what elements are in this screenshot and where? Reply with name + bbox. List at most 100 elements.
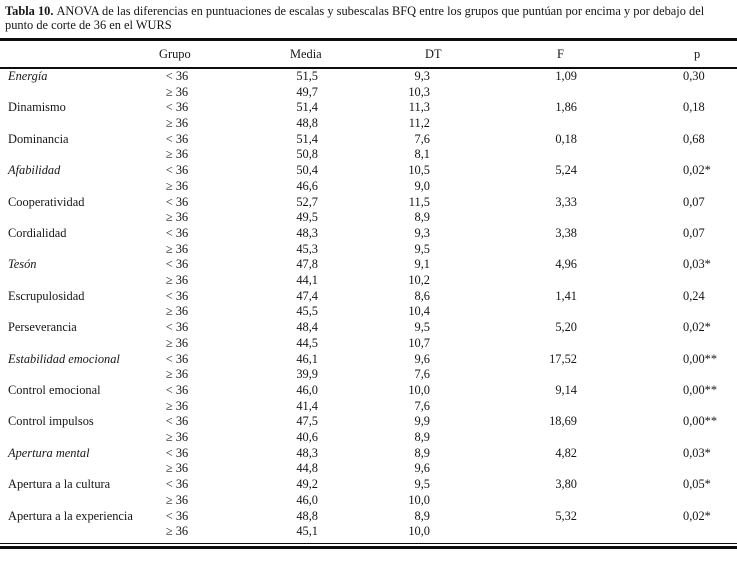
cell-dt: 9,3 <box>414 225 431 240</box>
cell-dt: 7,6 <box>414 367 431 382</box>
cell-dt: 11,5 <box>408 194 430 209</box>
table-row: Escrupulosidad < 36 47,4 8,6 1,41 0,24 <box>0 289 737 305</box>
cell-p: 0,03* <box>683 445 711 460</box>
cell-grupo: ≥ 36 <box>165 147 189 162</box>
cell-scale-label <box>0 85 139 101</box>
cell-f: 5,24 <box>555 163 577 178</box>
table-row: Tesón < 36 47,8 9,1 4,96 0,03* <box>0 257 737 273</box>
cell-media: 48,4 <box>296 320 318 335</box>
cell-scale-label: Control impulsos <box>8 414 94 429</box>
cell-f <box>463 461 659 477</box>
cell-p: 0,02* <box>683 163 711 178</box>
cell-dt: 10,2 <box>408 273 430 288</box>
cell-grupo: < 36 <box>165 477 189 492</box>
cell-media: 48,3 <box>296 225 318 240</box>
table-row: Control emocional < 36 46,0 10,0 9,14 0,00** <box>0 383 737 399</box>
cell-scale-label: Apertura a la experiencia <box>8 508 133 523</box>
cell-f <box>463 430 659 446</box>
column-header-media: Media <box>215 39 401 69</box>
cell-p: 0,00** <box>683 382 718 397</box>
cell-grupo: ≥ 36 <box>165 84 189 99</box>
cell-grupo: < 36 <box>165 320 189 335</box>
cell-scale-label: Estabilidad emocional <box>8 351 120 366</box>
cell-f: 9,14 <box>555 382 577 397</box>
cell-p: 0,18 <box>683 100 705 115</box>
cell-grupo: < 36 <box>165 68 189 83</box>
cell-p <box>659 304 737 320</box>
table-row: ≥ 36 44,1 10,2 <box>0 273 737 289</box>
cell-p: 0,68 <box>683 131 705 146</box>
cell-grupo: ≥ 36 <box>165 398 189 413</box>
cell-scale-label: Apertura a la cultura <box>8 477 111 492</box>
table-row: ≥ 36 46,0 10,0 <box>0 493 737 509</box>
cell-f: 1,86 <box>555 100 577 115</box>
cell-grupo: < 36 <box>165 382 189 397</box>
cell-scale-label: Cordialidad <box>8 225 67 240</box>
cell-f <box>463 242 659 258</box>
cell-f: 1,41 <box>555 288 577 303</box>
cell-scale-label <box>0 242 139 258</box>
cell-grupo: ≥ 36 <box>165 178 189 193</box>
cell-f <box>463 147 659 163</box>
table-row: ≥ 36 46,6 9,0 <box>0 179 737 195</box>
cell-dt: 10,0 <box>408 492 430 507</box>
cell-dt: 8,9 <box>414 210 431 225</box>
cell-scale-label: Escrupulosidad <box>8 288 85 303</box>
column-header-f: F <box>463 39 659 69</box>
cell-grupo: < 36 <box>165 351 189 366</box>
cell-media: 49,5 <box>296 210 318 225</box>
cell-media: 46,6 <box>296 178 318 193</box>
cell-f: 4,96 <box>555 257 577 272</box>
cell-p <box>659 179 737 195</box>
table-caption-text: ANOVA de las diferencias en puntuaciones… <box>5 4 705 32</box>
cell-dt: 11,2 <box>408 116 430 131</box>
cell-f <box>463 336 659 352</box>
cell-p: 0,07 <box>683 194 705 209</box>
cell-f <box>463 493 659 509</box>
cell-scale-label: Apertura mental <box>8 445 90 460</box>
cell-p: 0,02* <box>683 320 711 335</box>
column-header-label <box>0 39 139 69</box>
table-row: Cordialidad < 36 48,3 9,3 3,38 0,07 <box>0 226 737 242</box>
table-caption-number: Tabla 10. <box>5 4 54 18</box>
table-row: ≥ 36 45,5 10,4 <box>0 304 737 320</box>
table-body: Energía < 36 51,5 9,3 1,09 0,30 ≥ 36 49,7 10,3 Di… <box>0 68 737 540</box>
table-row: ≥ 36 48,8 11,2 <box>0 116 737 132</box>
cell-media: 50,4 <box>296 163 318 178</box>
cell-p <box>659 273 737 289</box>
table-row: Estabilidad emocional < 36 46,1 9,6 17,52 0,0… <box>0 352 737 368</box>
cell-media: 39,9 <box>296 367 318 382</box>
cell-p <box>659 367 737 383</box>
cell-dt: 7,6 <box>414 398 431 413</box>
cell-dt: 9,6 <box>414 461 431 476</box>
cell-scale-label: Tesón <box>8 257 37 272</box>
cell-scale-label <box>0 399 139 415</box>
cell-scale-label <box>0 493 139 509</box>
table-row: ≥ 36 44,5 10,7 <box>0 336 737 352</box>
cell-grupo: < 36 <box>165 225 189 240</box>
table-row: ≥ 36 44,8 9,6 <box>0 461 737 477</box>
cell-grupo: < 36 <box>165 163 189 178</box>
cell-dt: 9,1 <box>414 257 431 272</box>
table-row: ≥ 36 50,8 8,1 <box>0 147 737 163</box>
cell-f <box>463 524 659 540</box>
cell-scale-label: Dominancia <box>8 131 69 146</box>
cell-p <box>659 524 737 540</box>
cell-dt: 8,9 <box>414 430 431 445</box>
cell-dt: 8,6 <box>414 288 431 303</box>
cell-dt: 10,3 <box>408 84 430 99</box>
table-row: ≥ 36 39,9 7,6 <box>0 367 737 383</box>
column-header-p: p <box>659 39 737 69</box>
cell-scale-label: Afabilidad <box>8 163 61 178</box>
cell-f: 5,32 <box>555 508 577 523</box>
table-caption: Tabla 10. ANOVA de las diferencias en pun… <box>0 0 737 32</box>
cell-media: 48,8 <box>296 508 318 523</box>
cell-scale-label: Dinamismo <box>8 100 66 115</box>
bottom-rule-thin <box>0 543 737 544</box>
bottom-rule-thick <box>0 546 737 549</box>
cell-grupo: < 36 <box>165 414 189 429</box>
cell-scale-label <box>0 430 139 446</box>
cell-p <box>659 147 737 163</box>
